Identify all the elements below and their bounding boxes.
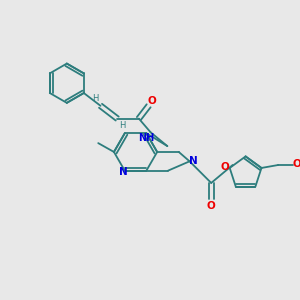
Text: N: N: [189, 156, 198, 166]
Text: O: O: [147, 96, 156, 106]
Text: H: H: [119, 121, 125, 130]
Text: O: O: [220, 162, 229, 172]
Text: NH: NH: [139, 133, 155, 143]
Text: H: H: [92, 94, 99, 103]
Text: O: O: [207, 200, 216, 211]
Text: O: O: [292, 159, 300, 169]
Text: N: N: [119, 167, 128, 177]
